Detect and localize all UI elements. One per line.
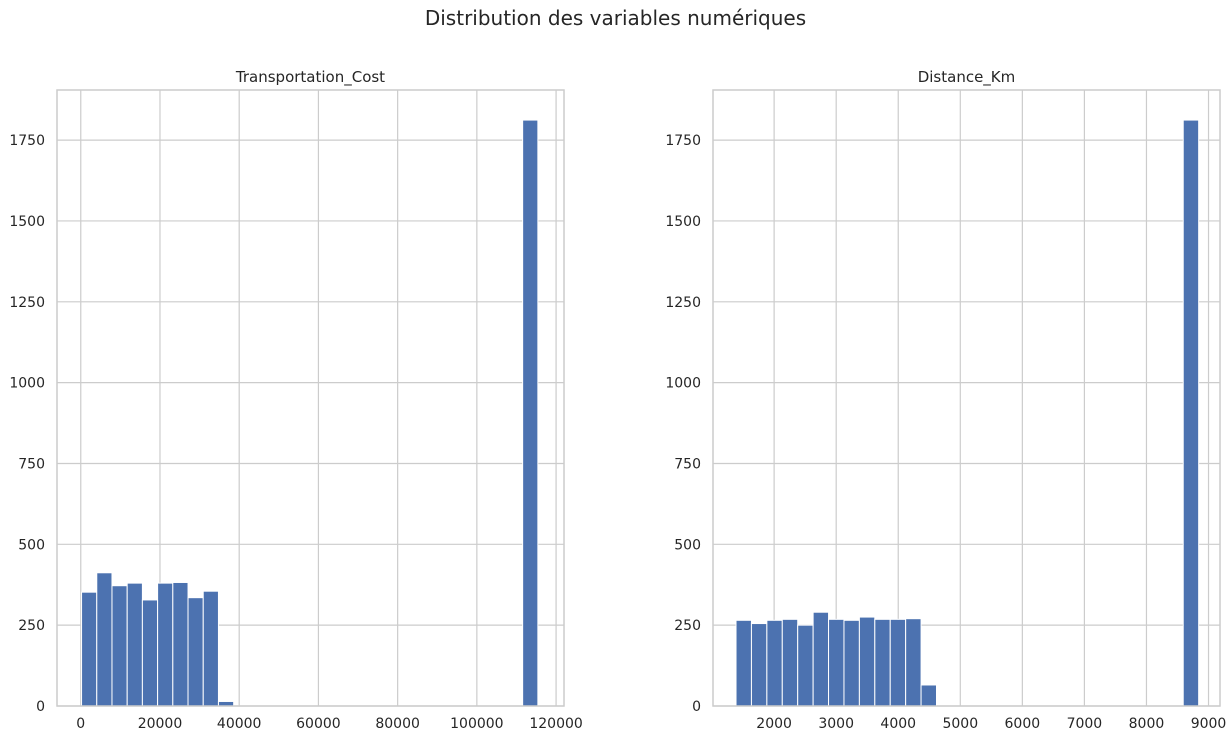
histogram-bar xyxy=(187,597,204,707)
y-tick-label: 0 xyxy=(692,699,701,715)
x-tick-label: 6000 xyxy=(1005,716,1041,732)
x-tick-label: 120000 xyxy=(529,716,582,732)
histogram-bar xyxy=(920,684,937,707)
y-tick-label: 1000 xyxy=(665,376,701,392)
histogram-bar xyxy=(126,582,143,707)
histogram-bar xyxy=(202,590,219,707)
subplot-title: Transportation_Cost xyxy=(235,68,385,87)
x-tick-label: 20000 xyxy=(138,716,183,732)
x-tick-label: 8000 xyxy=(1129,716,1165,732)
x-tick-label: 2000 xyxy=(756,716,792,732)
x-tick-label: 0 xyxy=(76,716,85,732)
histogram-bar xyxy=(812,611,830,707)
x-tick-label: 7000 xyxy=(1067,716,1103,732)
y-tick-label: 1750 xyxy=(665,133,701,149)
y-tick-label: 750 xyxy=(674,456,701,472)
histogram-bar xyxy=(141,599,159,707)
x-tick-label: 100000 xyxy=(450,716,503,732)
x-tick-label: 3000 xyxy=(818,716,854,732)
histogram-bar xyxy=(81,591,98,707)
axes-frame xyxy=(712,89,1221,707)
x-tick-label: 4000 xyxy=(880,716,916,732)
histogram-bar xyxy=(781,618,799,707)
x-tick-label: 40000 xyxy=(217,716,262,732)
y-tick-label: 250 xyxy=(674,618,701,634)
figure-title: Distribution des variables numériques xyxy=(424,6,807,30)
histogram-bar xyxy=(843,619,860,707)
histogram-bar xyxy=(172,581,189,707)
x-tick-label: 5000 xyxy=(942,716,978,732)
y-tick-label: 1750 xyxy=(9,133,45,149)
histogram-bar xyxy=(157,582,174,707)
y-tick-label: 1250 xyxy=(9,295,45,311)
plot-area xyxy=(713,90,1220,706)
y-tick-label: 1000 xyxy=(9,376,45,392)
y-tick-label: 1500 xyxy=(665,214,701,230)
histogram-bar xyxy=(766,619,783,707)
y-tick-label: 0 xyxy=(36,699,45,715)
axes-frame xyxy=(56,89,565,707)
histogram-bar xyxy=(111,585,128,707)
subplot-title: Distance_Km xyxy=(918,68,1016,87)
histogram-bar xyxy=(889,618,907,707)
y-tick-label: 250 xyxy=(18,618,45,634)
histogram-bar xyxy=(874,618,891,707)
histogram-bar xyxy=(96,572,113,707)
histogram-bar xyxy=(750,623,768,707)
y-tick-label: 500 xyxy=(18,537,45,553)
y-tick-label: 750 xyxy=(18,456,45,472)
x-tick-label: 80000 xyxy=(375,716,420,732)
y-tick-label: 1500 xyxy=(9,214,45,230)
subplot-1: 0 20000 40000 60000 80000 100000 120000 0 250 500… xyxy=(9,68,582,732)
histogram-bar xyxy=(1182,119,1200,707)
histogram-bar xyxy=(828,618,845,707)
x-tick-label: 60000 xyxy=(296,716,341,732)
y-tick-label: 500 xyxy=(674,537,701,553)
histogram-bar xyxy=(522,119,539,707)
subplot-2: 2000 3000 4000 5000 6000 7000 8000 9000 0 250 500 7… xyxy=(665,68,1226,732)
x-tick-label: 9000 xyxy=(1191,716,1227,732)
histogram-bar xyxy=(797,624,814,707)
histogram-bar xyxy=(905,618,922,707)
histogram-bar xyxy=(735,619,752,707)
histogram-bar xyxy=(858,616,876,707)
y-tick-label: 1250 xyxy=(665,295,701,311)
